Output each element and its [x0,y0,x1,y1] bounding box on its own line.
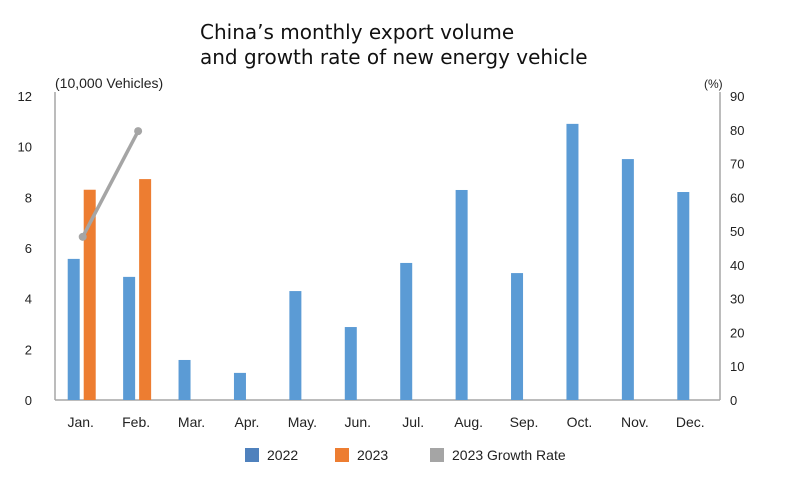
y-tick-label: 0 [25,393,32,408]
bar-2022-Aug. [455,189,468,400]
x-tick-label: Feb. [122,414,150,430]
bar-2022-May. [289,291,302,400]
bar-2022-Jan. [67,258,80,400]
growth-rate-point [78,232,87,241]
title-line-1: China’s monthly export volume [200,20,515,44]
y2-tick-label: 60 [730,190,744,205]
x-tick-label: Apr. [235,414,260,430]
y2-tick-label: 40 [730,258,744,273]
y2-tick-label: 80 [730,123,744,138]
legend-label-2023: 2023 [357,447,388,463]
bar-2022-Dec. [677,192,690,400]
bar-2022-Jul. [400,262,413,400]
y-tick-label: 2 [25,342,32,357]
x-tick-label: May. [288,414,317,430]
x-tick-label: Jan. [67,414,93,430]
y2-tick-label: 0 [730,393,737,408]
y-tick-label: 12 [18,89,32,104]
growth-rate-point [134,127,143,136]
bar-2022-Mar. [178,359,191,400]
x-tick-label: Jun. [345,414,371,430]
legend-label-2023 Growth Rate: 2023 Growth Rate [452,447,566,463]
y2-tick-label: 20 [730,325,744,340]
bar-2022-Sep. [511,273,524,400]
bar-2022-Jun. [344,327,357,400]
bar-2022-Oct. [566,123,579,400]
legend-swatch-2023 [335,448,349,462]
y2-tick-label: 70 [730,157,744,172]
bar-2023-Jan. [83,189,96,400]
bar-2022-Apr. [233,372,246,400]
y-tick-label: 6 [25,241,32,256]
x-tick-label: Dec. [676,414,705,430]
y-axis-title: (10,000 Vehicles) [55,75,163,91]
y2-tick-label: 30 [730,292,744,307]
title-line-2: and growth rate of new energy vehicle [200,45,588,69]
x-tick-label: Mar. [178,414,205,430]
y2-tick-label: 50 [730,224,744,239]
x-tick-label: Sep. [510,414,539,430]
x-tick-label: Aug. [454,414,483,430]
bar-2023-Feb. [139,179,152,400]
bar-2022-Nov. [621,159,634,400]
x-tick-label: Oct. [567,414,593,430]
x-tick-label: Nov. [621,414,649,430]
y-tick-label: 10 [18,140,32,155]
x-tick-label: Jul. [402,414,424,430]
bar-2022-Feb. [123,276,136,400]
y2-tick-label: 10 [730,359,744,374]
legend-label-2022: 2022 [267,447,298,463]
y2-axis-title: (%) [704,77,723,91]
y-tick-label: 8 [25,190,32,205]
y-tick-label: 4 [25,292,32,307]
y2-tick-label: 90 [730,89,744,104]
chart-title: China’s monthly export volume and growth… [200,20,588,70]
growth-rate-line [81,130,140,238]
legend-swatch-2022 [245,448,259,462]
legend-swatch-2023 Growth Rate [430,448,444,462]
